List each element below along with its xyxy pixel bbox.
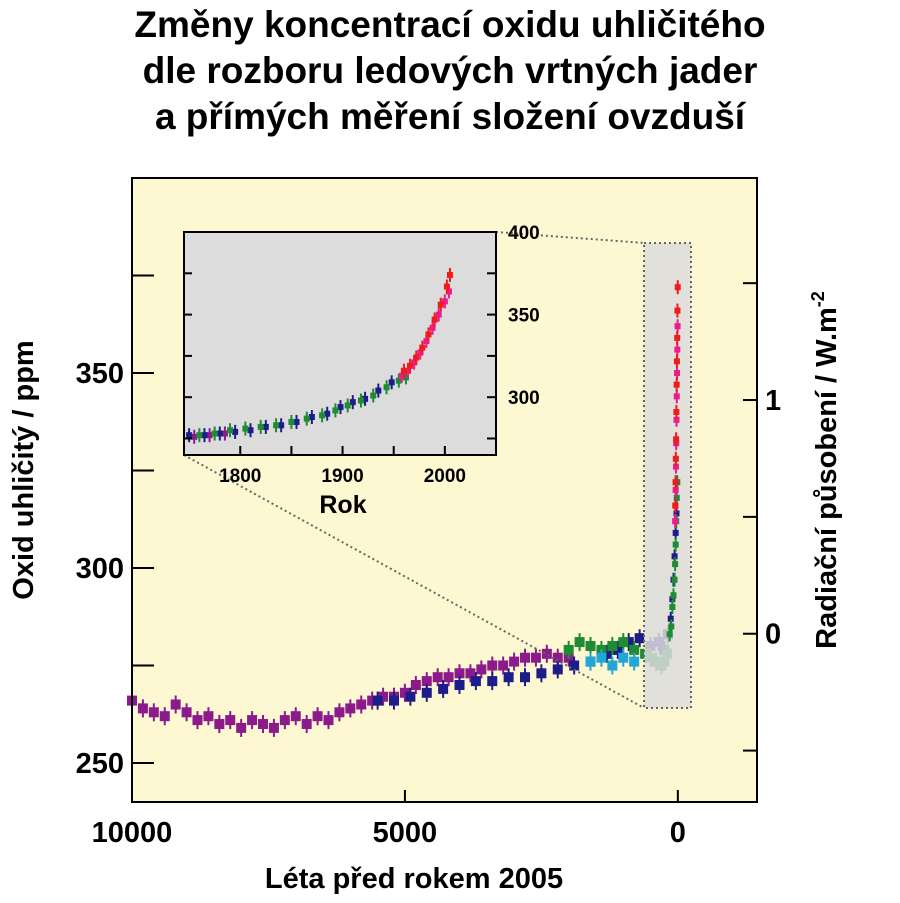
inset-x-tick-label: 1900 xyxy=(321,466,363,487)
inset-y-tick-label: 300 xyxy=(508,388,540,409)
inset-y-tick-label: 400 xyxy=(508,223,540,244)
y-tick-label: 250 xyxy=(76,748,124,780)
zoom-region-box xyxy=(643,242,692,709)
main-plot-frame xyxy=(131,177,758,803)
inset-x-tick-label: 1800 xyxy=(219,466,261,487)
y2-axis-label-superscript: -2 xyxy=(808,291,828,307)
inset-y-tick-label: 350 xyxy=(508,306,540,327)
title-line-2: dle rozboru ledových vrtných jader xyxy=(142,50,758,91)
inset-plot-area xyxy=(184,232,496,455)
inset-plot-frame xyxy=(183,231,497,456)
x-tick-label: 10000 xyxy=(92,817,173,849)
title-line-1: Změny koncentrací oxidu uhličitého xyxy=(134,4,766,45)
x-axis-label: Léta před rokem 2005 xyxy=(265,863,563,895)
y2-tick-label: 1 xyxy=(765,385,781,417)
main-axes: 10000 5000 0 250 300 350 0 1 xyxy=(76,274,781,849)
inset-data-marks xyxy=(186,267,453,444)
title-line-3: a přímých měření složení ovzduší xyxy=(154,96,746,137)
x-tick-label: 5000 xyxy=(373,817,438,849)
y2-axis-label-text: Radiační působení / W.m xyxy=(811,307,843,649)
inset-x-tick-label: 2000 xyxy=(424,466,466,487)
inset-x-axis-label: Rok xyxy=(319,491,366,519)
chart-title: Změny koncentrací oxidu uhličitého dle r… xyxy=(0,2,900,140)
inset-axes: 1800 1900 2000 300 350 400 xyxy=(184,223,540,487)
x-tick-label: 0 xyxy=(670,817,686,849)
y-tick-label: 300 xyxy=(76,553,124,585)
y-axis-label: Oxid uhličitý / ppm xyxy=(8,340,40,599)
y2-tick-label: 0 xyxy=(765,619,781,651)
zoom-region-marks xyxy=(666,280,681,642)
y-tick-label: 350 xyxy=(76,358,124,390)
y2-axis-label: Radiační působení / W.m-2 xyxy=(808,291,843,649)
